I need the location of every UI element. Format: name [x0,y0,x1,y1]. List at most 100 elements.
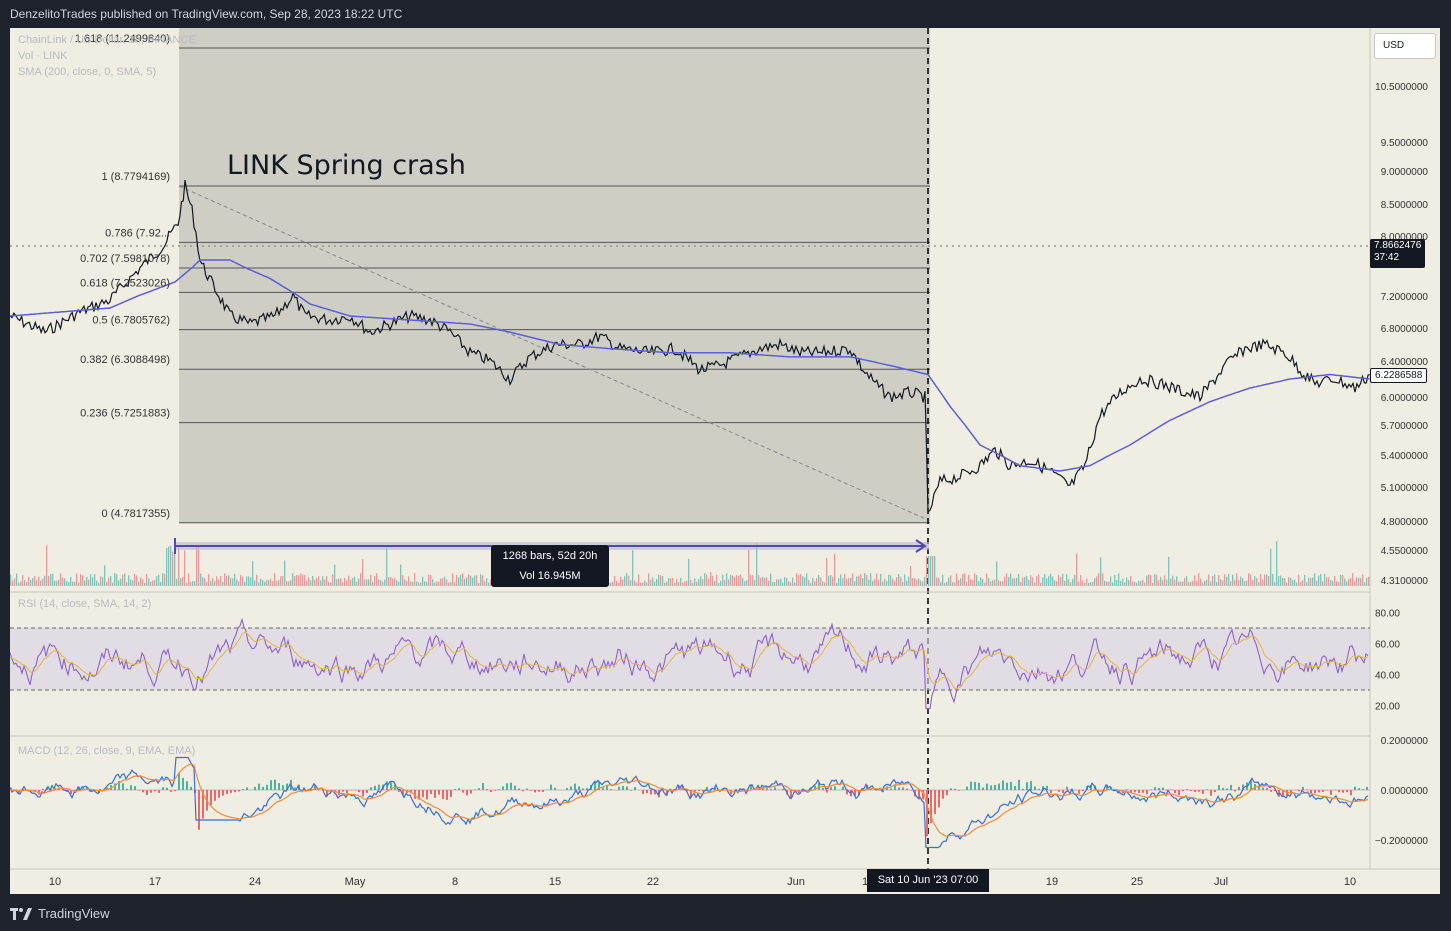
volume-bar [1352,573,1354,586]
volume-bar [320,580,322,586]
volume-bar [16,573,18,586]
volume-bar [1254,576,1256,586]
volume-bar [774,582,776,586]
macd-bar [766,788,768,790]
macd-bar [1366,786,1368,790]
volume-bar [348,575,350,586]
volume-bar [788,581,790,586]
macd-bar [1142,790,1144,793]
macd-bar [694,790,696,792]
volume-bar [1316,580,1318,586]
volume-bar [1080,575,1082,586]
volume-bar [350,579,352,586]
macd-bar [198,790,200,830]
macd-bar [454,789,456,790]
volume-bar [1202,582,1204,586]
volume-bar [1348,579,1350,586]
volume-bar [1234,580,1236,586]
volume-bar [1150,574,1152,586]
rsi-tick: 40.00 [1375,671,1400,682]
price-tick: 8.5000000 [1381,200,1429,211]
macd-bar [530,790,532,791]
macd-bar [506,783,508,790]
volume-bar [1078,581,1080,586]
volume-bar [640,582,642,586]
macd-bar [1362,789,1364,790]
volume-bar [730,575,732,586]
macd-bar [618,786,620,790]
volume-bar [94,574,96,586]
chart-area[interactable]: 10.5000000 9.5000000 9.0000000 8.5000000 8.0… [10,28,1440,894]
volume-bar [1366,577,1368,586]
crosshair-date-label: Sat 10 Jun '23 07:00 [867,869,989,892]
volume-bar [328,581,330,586]
volume-bar [1168,556,1170,586]
volume-bar [1108,581,1110,586]
volume-bar [802,576,804,586]
volume-bar [830,575,832,586]
legend-macd[interactable]: MACD (12, 26, close, 9, EMA, EMA) [18,745,196,757]
rsi-tick: 20.00 [1375,702,1400,713]
time-tick: May [345,876,366,888]
volume-bar [1066,574,1068,586]
volume-bar [626,573,628,586]
volume-bar [900,576,902,586]
volume-bar [798,574,800,586]
volume-bar [424,581,426,586]
macd-bar [1082,790,1084,792]
fib-label-0.618: 0.618 (7.2523026) [80,277,170,289]
measure-arrow-head [915,539,927,553]
volume-bar [288,581,290,586]
legend-rsi[interactable]: RSI (14, close, SMA, 14, 2) [18,598,152,610]
volume-bar [72,581,74,586]
volume-bar [138,581,140,586]
legend-symbol[interactable]: ChainLink / US Dollar, 1h, BINANCE [18,34,196,46]
volume-bar [1084,582,1086,586]
macd-bar [834,786,836,790]
volume-bar [796,573,798,586]
volume-bar [274,573,276,586]
volume-bar [922,581,924,586]
volume-bar [76,573,78,586]
legend-sma[interactable]: SMA (200, close, 0, SMA, 5) [18,66,157,78]
volume-bar [706,574,708,586]
macd-bar [954,788,956,790]
volume-bar [470,575,472,586]
macd-bar [970,781,972,790]
volume-bar [928,556,930,586]
volume-bar [1290,577,1292,586]
volume-bar [202,577,204,586]
volume-bar [108,577,110,586]
volume-bar [102,577,104,586]
volume-bar [370,574,372,586]
volume-bar [1050,573,1052,586]
macd-bar [1186,789,1188,790]
legend-volume[interactable]: Vol · LINK [18,50,68,62]
volume-bar [782,582,784,586]
volume-bar [632,550,634,586]
volume-bar [1044,573,1046,586]
price-tick: 6.0000000 [1381,393,1429,404]
chart-canvas[interactable]: 10.5000000 9.5000000 9.0000000 8.5000000 8.0… [10,28,1440,894]
annotation-title[interactable]: LINK Spring crash [227,150,466,181]
volume-bar [488,582,490,586]
macd-bar [1350,790,1352,796]
macd-bar [162,787,164,790]
volume-bar [1264,574,1266,586]
volume-bar [444,576,446,586]
volume-bar [360,573,362,586]
macd-bar [370,787,372,790]
volume-bar [422,576,424,586]
measure-volume: Vol 16.945M [519,570,581,582]
volume-bar [738,575,740,586]
macd-bar [1034,786,1036,790]
volume-bar [1368,576,1370,586]
volume-bar [648,573,650,586]
volume-bar [972,580,974,586]
volume-bar [978,581,980,586]
volume-bar [1046,578,1048,586]
volume-bar [462,573,464,586]
volume-bar [1102,573,1104,586]
volume-bar [694,578,696,586]
currency-button[interactable]: USD [1374,33,1436,59]
